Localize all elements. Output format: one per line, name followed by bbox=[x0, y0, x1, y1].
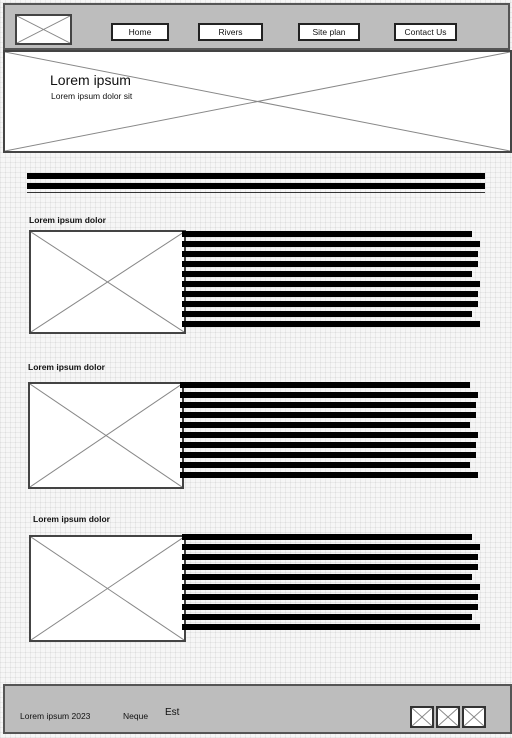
nav-rivers-button[interactable]: Rivers bbox=[198, 23, 263, 41]
text-line-placeholder bbox=[182, 271, 472, 277]
nav-home-button[interactable]: Home bbox=[111, 23, 169, 41]
text-line-placeholder bbox=[182, 604, 478, 610]
text-line-placeholder bbox=[182, 251, 478, 257]
footer-social-image-placeholder-icon[interactable] bbox=[436, 706, 460, 728]
section-title: Lorem ipsum dolor bbox=[33, 514, 110, 524]
section-text-block bbox=[182, 534, 482, 636]
section-text-block bbox=[180, 382, 480, 482]
text-line-placeholder bbox=[182, 241, 480, 247]
text-line-placeholder bbox=[180, 422, 470, 428]
section-image-placeholder-icon bbox=[29, 535, 186, 642]
section-image-placeholder-icon bbox=[28, 382, 184, 489]
text-line-placeholder bbox=[180, 472, 478, 478]
text-line-placeholder bbox=[182, 614, 472, 620]
hero-title: Lorem ipsum bbox=[50, 72, 131, 88]
text-line-placeholder bbox=[182, 311, 472, 317]
text-line-placeholder bbox=[182, 281, 480, 287]
text-line-placeholder bbox=[180, 462, 470, 468]
text-line-placeholder bbox=[182, 534, 472, 540]
text-line-placeholder bbox=[182, 301, 478, 307]
nav-site-plan-button[interactable]: Site plan bbox=[298, 23, 360, 41]
text-line-placeholder bbox=[182, 291, 478, 297]
divider bbox=[27, 192, 485, 193]
text-line-placeholder bbox=[182, 231, 472, 237]
heading-rule bbox=[27, 183, 485, 189]
text-line-placeholder bbox=[182, 574, 472, 580]
section-text-block bbox=[182, 231, 482, 331]
logo-image-placeholder-icon[interactable] bbox=[15, 14, 72, 45]
text-line-placeholder bbox=[180, 442, 476, 448]
text-line-placeholder bbox=[180, 402, 476, 408]
text-line-placeholder bbox=[180, 452, 476, 458]
text-line-placeholder bbox=[180, 392, 478, 398]
hero-banner-image-placeholder-icon bbox=[3, 50, 512, 153]
footer-copyright: Lorem ipsum 2023 bbox=[20, 711, 91, 721]
text-line-placeholder bbox=[182, 261, 478, 267]
text-line-placeholder bbox=[182, 564, 478, 570]
footer-social-image-placeholder-icon[interactable] bbox=[462, 706, 486, 728]
text-line-placeholder bbox=[180, 382, 470, 388]
footer-link-est[interactable]: Est bbox=[165, 707, 180, 718]
hero-subtitle: Lorem ipsum dolor sit bbox=[51, 91, 133, 101]
text-line-placeholder bbox=[180, 432, 478, 438]
section-image-placeholder-icon bbox=[29, 230, 186, 334]
text-line-placeholder bbox=[180, 412, 476, 418]
text-line-placeholder bbox=[182, 584, 480, 590]
text-line-placeholder bbox=[182, 554, 478, 560]
heading-rule bbox=[27, 173, 485, 179]
text-line-placeholder bbox=[182, 594, 478, 600]
text-line-placeholder bbox=[182, 321, 480, 327]
section-title: Lorem ipsum dolor bbox=[29, 215, 106, 225]
footer-link-neque[interactable]: Neque bbox=[123, 711, 149, 721]
section-title: Lorem ipsum dolor bbox=[28, 362, 105, 372]
nav-contact-us-button[interactable]: Contact Us bbox=[394, 23, 457, 41]
text-line-placeholder bbox=[182, 544, 480, 550]
footer-social-image-placeholder-icon[interactable] bbox=[410, 706, 434, 728]
text-line-placeholder bbox=[182, 624, 480, 630]
